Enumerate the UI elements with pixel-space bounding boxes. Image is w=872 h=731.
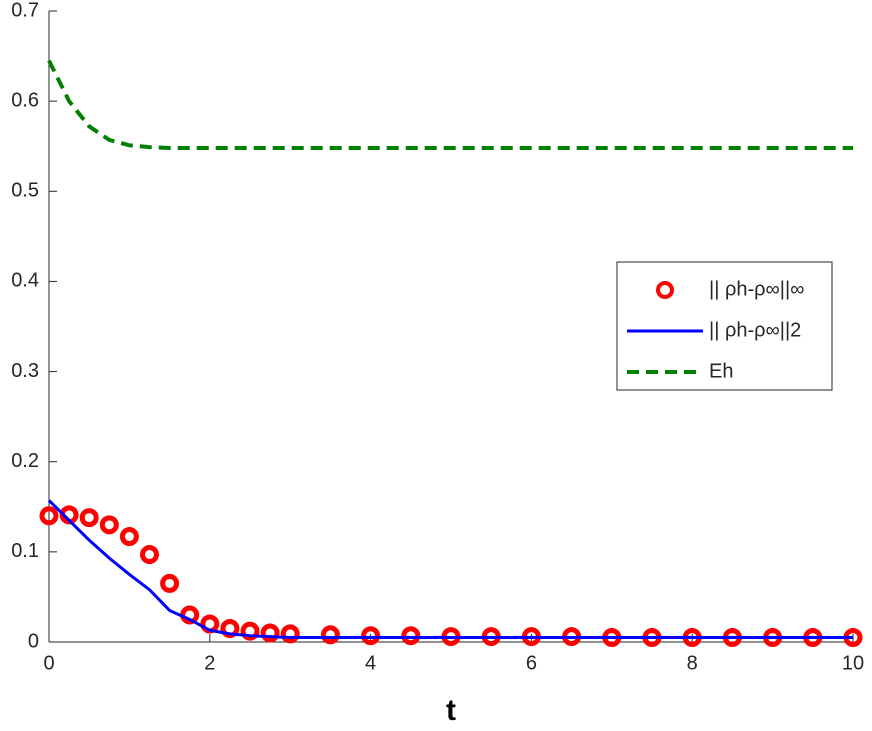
marker xyxy=(240,621,260,641)
x-tick-label: 2 xyxy=(204,652,215,674)
legend-label: || ρh-ρ∞||∞ xyxy=(709,278,804,300)
y-tick-label: 0 xyxy=(28,630,39,652)
marker xyxy=(361,626,381,646)
x-tick-label: 4 xyxy=(365,652,376,674)
y-tick-label: 0.5 xyxy=(11,180,39,202)
legend-label: || ρh-ρ∞||2 xyxy=(709,319,801,341)
marker xyxy=(79,508,99,528)
marker xyxy=(260,623,280,643)
legend-box xyxy=(616,261,833,391)
marker xyxy=(401,626,421,646)
y-tick-label: 0.6 xyxy=(11,89,39,111)
y-tick-label: 0.4 xyxy=(11,270,39,292)
marker xyxy=(119,527,139,547)
marker xyxy=(140,545,159,565)
marker xyxy=(99,515,119,535)
x-tick-label: 8 xyxy=(687,652,698,674)
x-tick-label: 0 xyxy=(43,652,54,674)
line xyxy=(47,499,853,639)
marker xyxy=(280,624,300,644)
x-tick-label: 6 xyxy=(526,652,537,674)
x-axis-label: t xyxy=(446,694,456,726)
y-tick-label: 0.3 xyxy=(11,360,39,382)
y-tick-label: 0.1 xyxy=(11,540,39,562)
y-tick-label: 0.7 xyxy=(11,0,39,21)
legend-marker xyxy=(656,281,674,299)
marker xyxy=(220,618,240,638)
y-tick-label: 0.2 xyxy=(11,450,39,472)
legend-label: Eh xyxy=(709,360,733,382)
marker xyxy=(160,573,180,593)
x-tick-label: 10 xyxy=(842,652,864,674)
marker xyxy=(39,506,59,526)
line xyxy=(47,59,853,151)
marker xyxy=(320,625,340,645)
